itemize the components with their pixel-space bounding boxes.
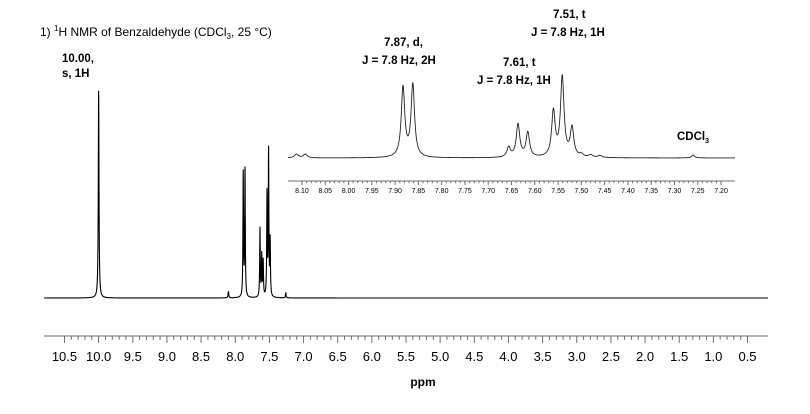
chart-title: 1) 1H NMR of Benzaldehyde (CDCl3, 25 °C): [40, 24, 272, 41]
main-x-axis: 10.5 10.0 9.5 9.0 8.5 8.0 7.5 7.0 6.5 6.0 5.5 5.0 4.…: [44, 335, 768, 364]
inset-tick-label-7-25: 7.25: [691, 188, 705, 195]
inset-spectrum: [287, 74, 736, 159]
main-tick-label-7-0: 7.0: [295, 349, 313, 364]
inset-tick-label-8-00: 8.00: [342, 188, 356, 195]
inset-tick-label-7-50: 7.50: [575, 188, 589, 195]
main-tick-label-1-5: 1.5: [670, 349, 688, 364]
main-tick-label-8-0: 8.0: [226, 349, 244, 364]
inset-tick-label-8-10: 8.10: [295, 188, 309, 195]
inset-tick-label-7-40: 7.40: [621, 188, 635, 195]
main-tick-label-5-5: 5.5: [397, 349, 415, 364]
inset-tick-label-7-55: 7.55: [551, 188, 565, 195]
annotation-10-00: 10.00, s, 1H: [62, 53, 94, 80]
main-tick-label-9-5: 9.5: [124, 349, 142, 364]
inset-tick-label-7-90: 7.90: [388, 188, 402, 195]
inset-tick-label-7-30: 7.30: [668, 188, 682, 195]
main-tick-label-4-0: 4.0: [499, 349, 517, 364]
inset-tick-label-7-20: 7.20: [714, 188, 728, 195]
main-tick-label-1-0: 1.0: [704, 349, 722, 364]
main-tick-label-6-5: 6.5: [329, 349, 347, 364]
main-tick-label-6-0: 6.0: [363, 349, 381, 364]
inset-tick-label-8-05: 8.05: [318, 188, 332, 195]
main-tick-label-7-5: 7.5: [260, 349, 278, 364]
inset-tick-label-7-70: 7.70: [481, 188, 495, 195]
annotation-7-87-line1: 7.87, d,: [384, 37, 423, 49]
annotation-7-87: 7.87, d, J = 7.8 Hz, 2H: [362, 37, 436, 67]
inset-x-axis: 8.10 8.05 8.00 7.95 7.90 7.85 7.80 7.75 7.70 7.65…: [288, 180, 735, 195]
main-tick-label-3-0: 3.0: [568, 349, 586, 364]
annotation-7-51-line1: 7.51, t: [553, 9, 586, 21]
inset-tick-label-7-80: 7.80: [435, 188, 449, 195]
solvent-label: CDCl3: [677, 131, 709, 145]
annotation-10-00-line2: s, 1H: [62, 68, 90, 80]
annotation-10-00-line1: 10.00,: [62, 53, 94, 65]
inset-tick-label-7-60: 7.60: [528, 188, 542, 195]
annotation-7-61-line1: 7.61, t: [503, 57, 536, 69]
main-tick-label-3-5: 3.5: [534, 349, 552, 364]
inset-tick-label-7-75: 7.75: [458, 188, 472, 195]
annotation-7-51-line2: J = 7.8 Hz, 1H: [531, 27, 605, 39]
inset-tick-label-7-35: 7.35: [644, 188, 658, 195]
inset-spectrum-line: [287, 74, 736, 159]
annotation-7-61: 7.61, t J = 7.8 Hz, 1H: [477, 57, 551, 87]
main-tick-label-2-5: 2.5: [602, 349, 620, 364]
main-x-tick-labels: 10.5 10.0 9.5 9.0 8.5 8.0 7.5 7.0 6.5 6.0 5.5 5.0 4.…: [52, 349, 757, 364]
inset-tick-label-7-85: 7.85: [412, 188, 426, 195]
inset-x-ticks: [301, 181, 722, 185]
main-spectrum-line: [43, 90, 769, 299]
inset-tick-label-7-65: 7.65: [505, 188, 519, 195]
main-tick-label-0-5: 0.5: [738, 349, 756, 364]
inset-tick-label-7-45: 7.45: [598, 188, 612, 195]
main-tick-label-4-5: 4.5: [465, 349, 483, 364]
annotation-7-51: 7.51, t J = 7.8 Hz, 1H: [531, 9, 605, 39]
main-tick-label-5-0: 5.0: [431, 349, 449, 364]
main-tick-label-2-0: 2.0: [636, 349, 654, 364]
main-spectrum: [43, 90, 769, 299]
x-axis-label: ppm: [410, 375, 435, 389]
annotation-7-61-line2: J = 7.8 Hz, 1H: [477, 75, 551, 87]
annotation-7-87-line2: J = 7.8 Hz, 2H: [362, 55, 436, 67]
inset-tick-label-7-95: 7.95: [365, 188, 379, 195]
main-tick-label-10-5: 10.5: [52, 349, 77, 364]
main-tick-label-9-0: 9.0: [158, 349, 176, 364]
main-tick-label-10-0: 10.0: [86, 349, 111, 364]
main-tick-label-8-5: 8.5: [192, 349, 210, 364]
inset-x-tick-labels: 8.10 8.05 8.00 7.95 7.90 7.85 7.80 7.75 7.70 7.65…: [295, 188, 728, 195]
main-x-ticks: [63, 336, 749, 343]
